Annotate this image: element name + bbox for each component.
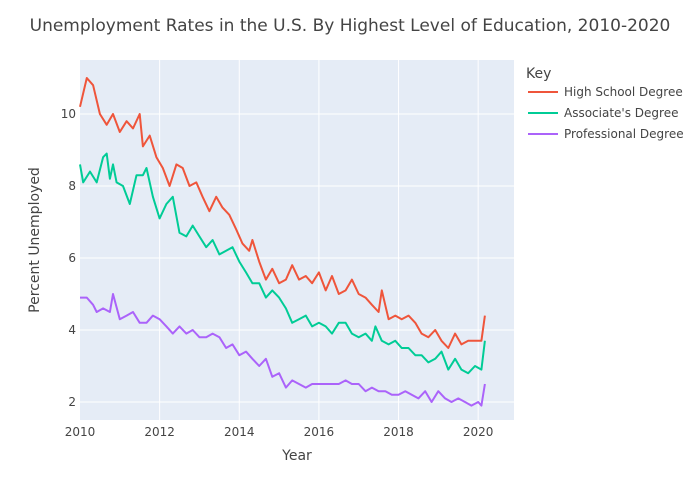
legend: Key High School Degree Associate's Degree… [526,66,684,141]
x-tick-label: 2012 [144,425,175,439]
x-tick-label: 2010 [65,425,96,439]
series-lines [79,77,486,407]
y-axis-title: Percent Unemployed [27,167,43,313]
y-tick-label: 6 [68,251,76,265]
x-tick-label: 2018 [383,425,414,439]
y-tick-label: 10 [61,107,76,121]
tick-labels: 2010 2012 2014 2016 2018 2020 2 4 6 8 10 [61,107,494,439]
grid-lines [80,60,514,420]
x-tick-label: 2016 [304,425,335,439]
legend-title: Key [526,66,551,82]
x-tick-label: 2020 [463,425,494,439]
x-tick-label: 2014 [224,425,255,439]
series-line-1 [79,152,486,375]
legend-label-0: High School Degree [564,85,683,99]
x-axis-title: Year [281,448,312,464]
plot-area [80,60,514,420]
series-line-2 [80,293,486,407]
y-tick-label: 8 [68,179,76,193]
y-tick-label: 4 [68,323,76,337]
legend-label-1: Associate's Degree [564,106,678,120]
y-tick-label: 2 [68,395,76,409]
series-line-0 [79,77,486,349]
legend-label-2: Professional Degree [564,127,684,141]
chart-title: Unemployment Rates in the U.S. By Highes… [30,16,671,36]
